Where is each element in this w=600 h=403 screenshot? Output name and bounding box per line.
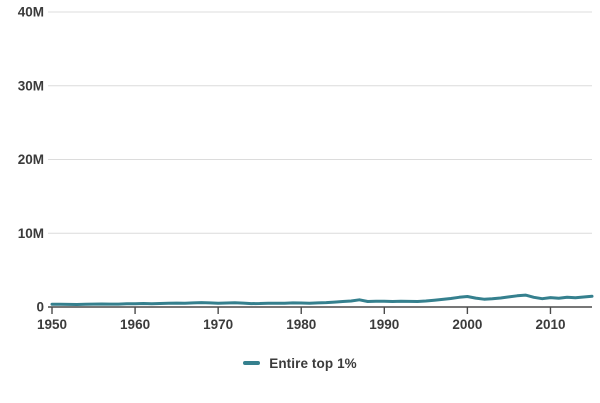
x-axis-tick-label: 2010 bbox=[535, 317, 565, 332]
x-axis-tick-label: 2000 bbox=[452, 317, 482, 332]
x-axis-tick-label: 1980 bbox=[286, 317, 316, 332]
legend-line-swatch bbox=[243, 361, 261, 365]
chart-plot-area: 0 10M 20M 30M 40M 1950 1960 1970 1980 1990 2000 201… bbox=[18, 5, 594, 332]
y-axis-tick-label: 40M bbox=[18, 5, 44, 20]
x-axis-tick-label: 1960 bbox=[120, 317, 150, 332]
legend: Entire top 1% bbox=[0, 348, 600, 378]
x-axis-tick-label: 1950 bbox=[37, 317, 67, 332]
legend-label: Entire top 1% bbox=[269, 355, 357, 371]
y-axis-tick-label: 20M bbox=[18, 152, 44, 167]
data-line-entire-top-1pct bbox=[50, 293, 594, 306]
y-axis-tick-label: 10M bbox=[18, 226, 44, 241]
y-axis-tick-label: 30M bbox=[18, 78, 44, 93]
x-axis-tick-label: 1990 bbox=[369, 317, 399, 332]
x-axis-tick-label: 1970 bbox=[203, 317, 233, 332]
y-axis-tick-label: 0 bbox=[36, 300, 44, 315]
